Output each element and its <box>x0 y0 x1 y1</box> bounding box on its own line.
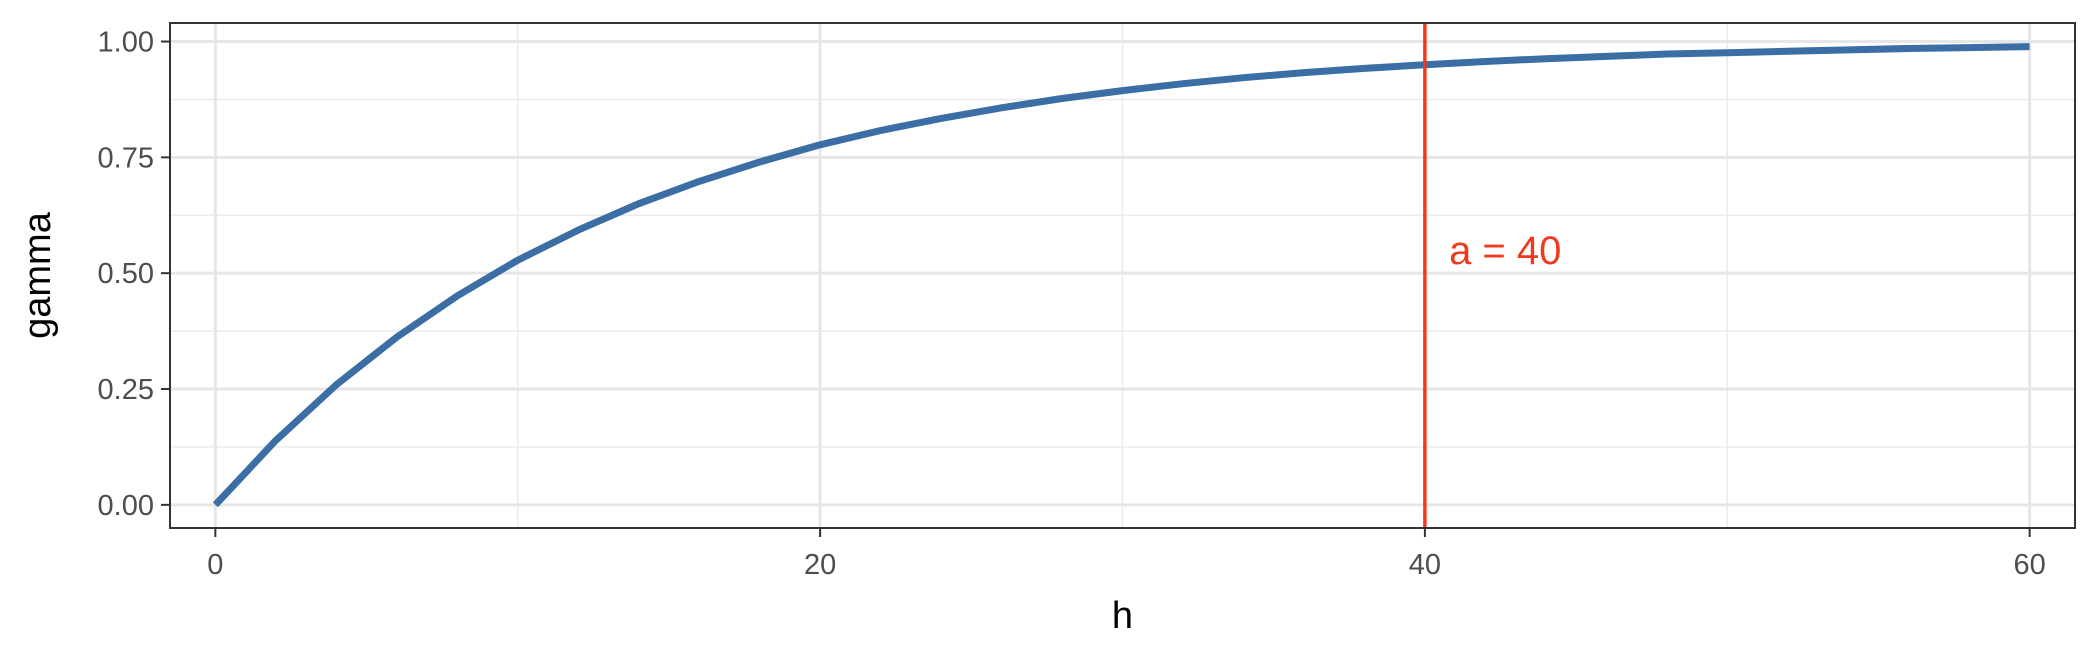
series-layer <box>212 43 2030 508</box>
annotation-layer: a = 40 <box>1449 229 1561 273</box>
plot-panel-border <box>169 22 2076 529</box>
x-tick-label: 20 <box>804 549 836 581</box>
y-tick-label: 1.00 <box>98 27 154 59</box>
minor-grid <box>170 23 2075 528</box>
x-tick-label: 40 <box>1409 549 1441 581</box>
axis-ticks: 0 20 40 60 0.00 0.25 0.50 0.75 1.00 <box>98 27 2046 581</box>
y-tick-label: 0.00 <box>98 490 154 522</box>
y-tick-label: 0.75 <box>98 142 154 174</box>
x-axis-title: h <box>1112 595 1133 637</box>
x-tick-label: 60 <box>2014 549 2046 581</box>
gamma-series-line <box>212 43 2030 508</box>
y-axis-title: gamma <box>17 211 59 339</box>
annotation-label: a = 40 <box>1449 229 1561 273</box>
y-tick-label: 0.25 <box>98 374 154 406</box>
x-tick-label: 0 <box>207 549 223 581</box>
major-grid <box>170 23 2075 528</box>
y-tick-label: 0.50 <box>98 258 154 290</box>
